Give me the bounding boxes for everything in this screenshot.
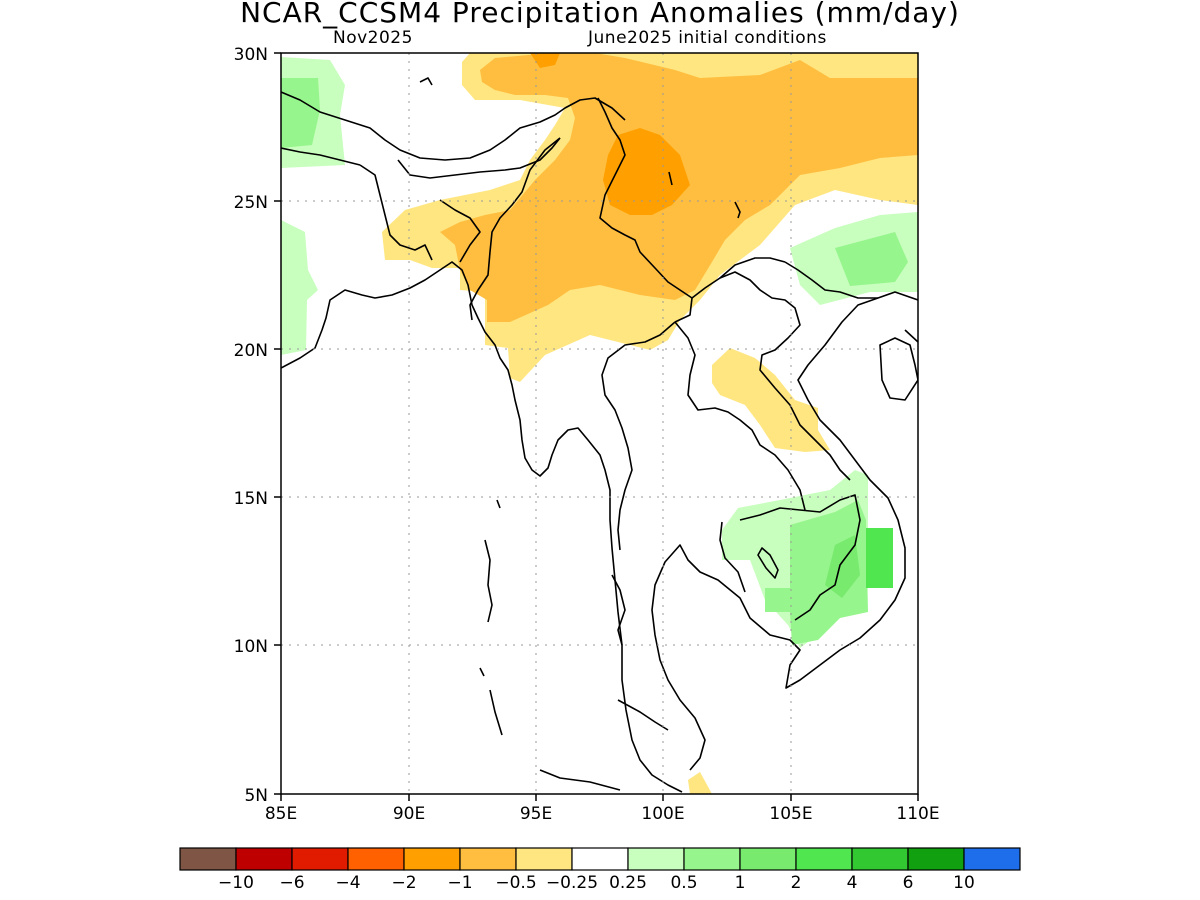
- tick-marks: [274, 52, 919, 801]
- colorbar-label: −4: [335, 873, 360, 893]
- colorbar-swatch: [459, 847, 517, 871]
- border: [281, 147, 361, 166]
- y-tick-label: 10N: [234, 637, 268, 657]
- border: [439, 199, 481, 263]
- x-tick-label: 110E: [896, 804, 939, 824]
- map-frame: [280, 52, 919, 795]
- colorbar-swatch: [571, 847, 629, 871]
- colorbar-swatch: [179, 847, 237, 871]
- colorbar-label: −6: [279, 873, 304, 893]
- colorbar-label: 4: [847, 873, 858, 893]
- border: [419, 77, 433, 86]
- y-axis-labels: 30N 25N 20N 15N 10N 5N: [234, 45, 268, 806]
- colorbar-label: −0.25: [546, 873, 598, 893]
- positive-anomaly-region: [281, 220, 318, 355]
- x-tick-label: 105E: [769, 804, 812, 824]
- lake: [757, 547, 779, 579]
- coastline: [611, 574, 626, 646]
- coastline: [496, 499, 501, 509]
- colorbar-swatch: [683, 847, 741, 871]
- anomaly-shading: [281, 53, 918, 794]
- colorbar-swatch: [851, 847, 909, 871]
- border: [674, 321, 806, 511]
- border: [691, 271, 851, 481]
- border: [397, 137, 561, 179]
- coastline: [479, 667, 485, 677]
- negative-anomaly-region: [603, 128, 690, 215]
- colorbar-swatch: [515, 847, 573, 871]
- colorbar-label: −0.5: [495, 873, 536, 893]
- border: [617, 699, 669, 731]
- positive-anomaly-region: [866, 528, 893, 588]
- colorbar-swatch: [627, 847, 685, 871]
- border: [597, 97, 693, 323]
- grid-lines: [281, 53, 918, 794]
- border: [601, 321, 676, 551]
- border: [784, 261, 878, 299]
- colorbar: −10 −6 −4 −2 −1 −0.5 −0.25 0.25 0.5 1 2 4 6 10: [179, 847, 1021, 893]
- colorbar-swatch: [963, 847, 1021, 871]
- coastline: [651, 291, 918, 771]
- x-tick-label: 85E: [265, 804, 297, 824]
- colorbar-swatch: [235, 847, 293, 871]
- x-axis-labels: 85E 90E 95E 100E 105E 110E: [265, 804, 940, 824]
- border: [281, 91, 626, 161]
- colorbar-swatch: [403, 847, 461, 871]
- initial-conditions: June2025 initial conditions: [588, 28, 827, 48]
- colorbar-label: 0.5: [670, 873, 697, 893]
- colorbar-swatch: [907, 847, 965, 871]
- colorbar-swatch: [291, 847, 349, 871]
- colorbar-label: 0.25: [609, 873, 647, 893]
- y-tick-label: 5N: [244, 786, 268, 806]
- coastline: [489, 689, 503, 736]
- coastline: [281, 261, 683, 793]
- forecast-month: Nov2025: [333, 28, 413, 48]
- x-tick-label: 95E: [520, 804, 552, 824]
- border: [469, 137, 561, 321]
- negative-anomaly-region: [530, 53, 560, 68]
- y-tick-label: 30N: [234, 45, 268, 65]
- colorbar-label: −2: [391, 873, 416, 893]
- map-title: NCAR_CCSM4 Precipitation Anomalies (mm/d…: [240, 0, 960, 29]
- negative-anomaly-region: [688, 772, 712, 794]
- positive-anomaly-region: [835, 232, 908, 286]
- colorbar-swatch: [795, 847, 853, 871]
- coastline: [539, 769, 621, 791]
- y-tick-label: 20N: [234, 341, 268, 361]
- coastline: [879, 337, 918, 401]
- x-tick-label: 90E: [393, 804, 425, 824]
- colorbar-label: −1: [447, 873, 472, 893]
- border: [739, 494, 861, 621]
- colorbar-label: 2: [791, 873, 802, 893]
- coastline: [904, 329, 918, 343]
- colorbar-swatch: [347, 847, 405, 871]
- colorbar-label: 1: [735, 873, 746, 893]
- border: [668, 171, 673, 186]
- y-tick-label: 15N: [234, 489, 268, 509]
- border: [719, 521, 746, 593]
- coastlines-borders: [281, 77, 918, 793]
- border: [734, 201, 741, 219]
- border: [359, 164, 433, 261]
- colorbar-label: −10: [218, 873, 254, 893]
- colorbar-label: 6: [903, 873, 914, 893]
- y-tick-label: 25N: [234, 193, 268, 213]
- border: [719, 257, 786, 279]
- coastline: [484, 539, 493, 623]
- x-tick-label: 100E: [641, 804, 684, 824]
- colorbar-label: 10: [953, 873, 975, 893]
- colorbar-swatch: [739, 847, 797, 871]
- positive-anomaly-region: [765, 500, 868, 645]
